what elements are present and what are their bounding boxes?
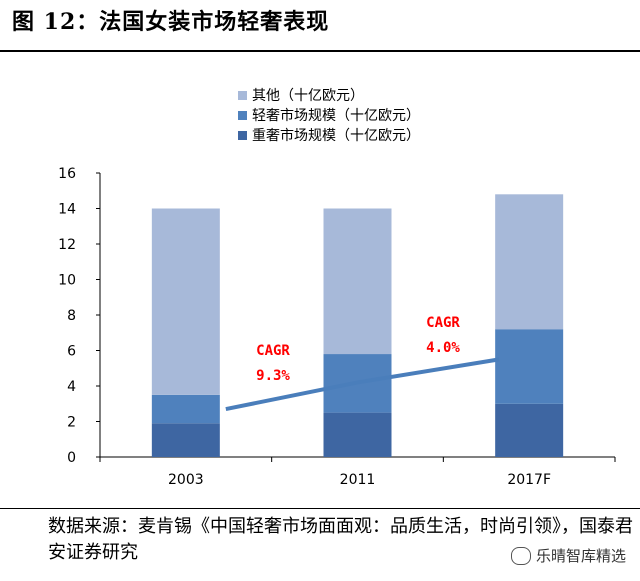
legend-label-1: 轻奢市场规模（十亿欧元） <box>252 107 420 124</box>
figure-title: 图 12：法国女装市场轻奢表现 <box>12 9 330 35</box>
bar-2017F-series-0 <box>495 403 564 457</box>
legend-label-2: 重奢市场规模（十亿欧元） <box>252 127 420 144</box>
bar-2003-series-0 <box>151 423 220 457</box>
y-tick-label-3: 6 <box>67 344 76 360</box>
y-tick-label-2: 4 <box>67 379 76 395</box>
watermark-label: 乐晴智库精选 <box>535 547 626 565</box>
y-tick-label-8: 16 <box>58 166 76 182</box>
source-rule <box>0 508 640 509</box>
stacked-bar-chart: 其他（十亿欧元） 轻奢市场规模（十亿欧元） 重奢市场规模（十亿欧元） 0 2 4 6 8 10 1… <box>58 88 616 488</box>
bar-2011-series-2 <box>323 208 392 355</box>
y-tick-label-6: 12 <box>58 237 76 253</box>
title-rule <box>0 50 640 52</box>
y-tick-label-5: 10 <box>58 273 76 289</box>
watermark: 乐晴智库精选 <box>510 545 626 566</box>
bar-2003-series-2 <box>151 208 220 395</box>
legend-swatch-0 <box>238 91 247 100</box>
legend-label-0: 其他（十亿欧元） <box>252 88 364 104</box>
cagr-trend-line <box>225 357 500 412</box>
x-tick-label-2: 2017F <box>507 472 551 488</box>
y-tick-label-4: 8 <box>67 308 76 324</box>
legend-swatch-2 <box>238 131 247 140</box>
x-tick-label-1: 2011 <box>340 472 376 488</box>
y-tick-label-0: 0 <box>67 450 76 466</box>
bar-2017F-series-1 <box>495 329 564 404</box>
cagr-label-0: CAGR <box>256 343 290 359</box>
y-tick-label-1: 2 <box>67 415 76 431</box>
legend-swatch-1 <box>238 111 247 120</box>
bar-2003-series-1 <box>151 394 220 424</box>
bar-2011-series-0 <box>323 412 392 457</box>
cagr-label-1: CAGR <box>426 315 460 331</box>
cagr-value-0: 9.3% <box>256 368 290 384</box>
cagr-value-1: 4.0% <box>426 340 460 356</box>
chat-bubble-icon <box>510 546 531 565</box>
x-tick-label-0: 2003 <box>168 472 204 488</box>
bar-2017F-series-2 <box>495 194 564 330</box>
source-note: 数据来源：麦肯锡《中国轻奢市场面面观：品质生活，时尚引领》，国泰君安证券研究 <box>48 516 633 563</box>
y-tick-label-7: 14 <box>58 202 76 218</box>
